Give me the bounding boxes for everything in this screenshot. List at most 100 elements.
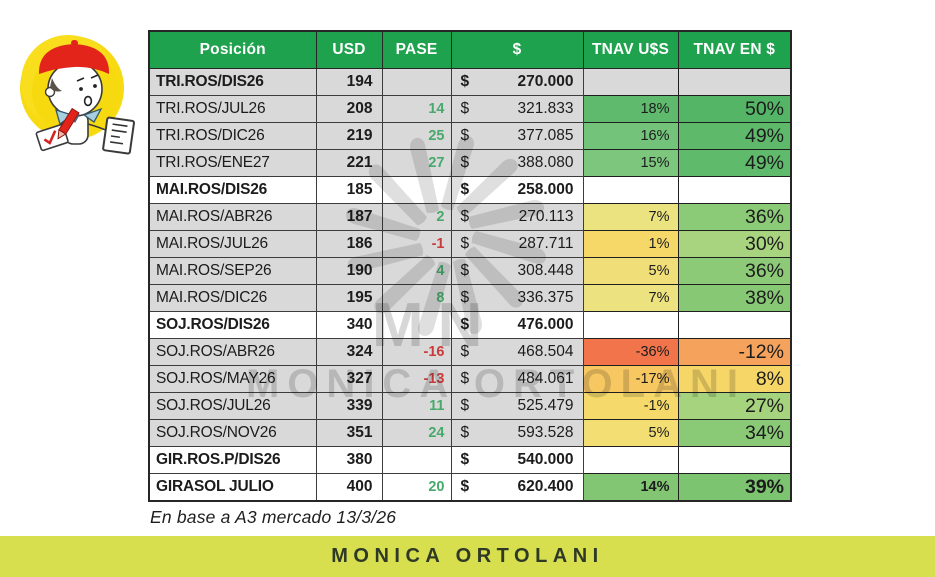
tnav-usd-cell: [582, 311, 679, 339]
tnav-ars-cell: 49%: [677, 122, 792, 150]
brand-footer: MONICA ORTOLANI: [0, 536, 935, 577]
tnav-usd-cell: [582, 176, 679, 204]
pase-cell: [381, 446, 452, 474]
mascot-hair: [50, 78, 62, 92]
mascot-eye: [79, 87, 83, 91]
usd-price-cell: 221: [315, 149, 383, 177]
pesos-value: 484.061: [517, 370, 574, 387]
tnav-ars-cell: 38%: [677, 284, 792, 312]
pase-cell: -13: [381, 365, 452, 393]
tnav-ars-cell: 49%: [677, 149, 792, 177]
pesos-value: 321.833: [517, 100, 574, 117]
pase-cell: 20: [381, 473, 452, 502]
tnav-ars-cell: 39%: [677, 473, 792, 502]
usd-price-cell: 400: [315, 473, 383, 502]
position-cell: SOJ.ROS/JUL26: [148, 392, 317, 420]
pase-cell: 8: [381, 284, 452, 312]
tnav-usd-cell: 18%: [582, 95, 679, 123]
currency-symbol: $: [460, 208, 470, 225]
usd-price-cell: 327: [315, 365, 383, 393]
pesos-value: 270.000: [517, 73, 574, 90]
pase-cell: -1: [381, 230, 452, 258]
usd-price-cell: 380: [315, 446, 383, 474]
currency-symbol: $: [460, 316, 470, 333]
pase-cell: 11: [381, 392, 452, 420]
table-body: TRI.ROS/DIS26 194 $270.000 TRI.ROS/JUL26 208…: [148, 68, 792, 502]
notepad-icon: [102, 116, 135, 155]
pase-cell: 2: [381, 203, 452, 231]
mascot-cartoon-logo: [20, 35, 135, 155]
table-row: SOJ.ROS/NOV26 351 24 $593.528 5% 34%: [148, 419, 792, 447]
currency-symbol: $: [460, 154, 470, 171]
usd-price-cell: 187: [315, 203, 383, 231]
pesos-value: 308.448: [517, 262, 574, 279]
usd-price-cell: 186: [315, 230, 383, 258]
usd-price-cell: 340: [315, 311, 383, 339]
position-cell: MAI.ROS/DIS26: [148, 176, 317, 204]
usd-price-cell: 190: [315, 257, 383, 285]
pesos-price-cell: $468.504: [450, 338, 584, 366]
tnav-ars-cell: 50%: [677, 95, 792, 123]
pesos-value: 258.000: [517, 181, 574, 198]
currency-symbol: $: [460, 235, 470, 252]
currency-symbol: $: [460, 478, 470, 495]
tnav-usd-cell: [582, 68, 679, 96]
currency-symbol: $: [460, 424, 470, 441]
pase-cell: 24: [381, 419, 452, 447]
usd-price-cell: 351: [315, 419, 383, 447]
tnav-ars-cell: [677, 176, 792, 204]
pesos-price-cell: $270.113: [450, 203, 584, 231]
position-cell: MAI.ROS/JUL26: [148, 230, 317, 258]
table-row: GIRASOL JULIO 400 20 $620.400 14% 39%: [148, 473, 792, 502]
tnav-ars-cell: [677, 311, 792, 339]
usd-price-cell: 324: [315, 338, 383, 366]
col-header-pesos: $: [450, 30, 584, 69]
currency-symbol: $: [460, 127, 470, 144]
pesos-price-cell: $620.400: [450, 473, 584, 502]
col-header-tnav-ars: TNAV EN $: [677, 30, 792, 69]
currency-symbol: $: [460, 397, 470, 414]
currency-symbol: $: [460, 262, 470, 279]
pesos-price-cell: $336.375: [450, 284, 584, 312]
position-cell: MAI.ROS/ABR26: [148, 203, 317, 231]
pesos-price-cell: $476.000: [450, 311, 584, 339]
pase-cell: 14: [381, 95, 452, 123]
table-row: TRI.ROS/DIC26 219 25 $377.085 16% 49%: [148, 122, 792, 150]
table-row: TRI.ROS/JUL26 208 14 $321.833 18% 50%: [148, 95, 792, 123]
currency-symbol: $: [460, 100, 470, 117]
pesos-price-cell: $377.085: [450, 122, 584, 150]
pesos-value: 620.400: [517, 478, 574, 495]
tnav-ars-cell: -12%: [677, 338, 792, 366]
table-row: SOJ.ROS/DIS26 340 $476.000: [148, 311, 792, 339]
tnav-usd-cell: 15%: [582, 149, 679, 177]
position-cell: SOJ.ROS/DIS26: [148, 311, 317, 339]
currency-symbol: $: [460, 451, 470, 468]
pesos-price-cell: $388.080: [450, 149, 584, 177]
mascot-eye: [93, 84, 97, 88]
pase-cell: [381, 311, 452, 339]
tnav-usd-cell: 14%: [582, 473, 679, 502]
position-cell: TRI.ROS/ENE27: [148, 149, 317, 177]
col-header-pase: PASE: [381, 30, 452, 69]
pesos-value: 525.479: [517, 397, 574, 414]
tnav-ars-cell: 27%: [677, 392, 792, 420]
table-row: MAI.ROS/JUL26 186 -1 $287.711 1% 30%: [148, 230, 792, 258]
pesos-value: 468.504: [517, 343, 574, 360]
position-cell: SOJ.ROS/MAY26: [148, 365, 317, 393]
tnav-ars-cell: [677, 68, 792, 96]
table-row: MAI.ROS/DIC26 195 8 $336.375 7% 38%: [148, 284, 792, 312]
pesos-value: 336.375: [517, 289, 574, 306]
position-cell: MAI.ROS/DIC26: [148, 284, 317, 312]
pesos-value: 270.113: [518, 208, 574, 225]
table-row: SOJ.ROS/ABR26 324 -16 $468.504 -36% -12%: [148, 338, 792, 366]
pase-cell: -16: [381, 338, 452, 366]
position-cell: SOJ.ROS/NOV26: [148, 419, 317, 447]
red-pencil-icon: [57, 107, 80, 140]
tnav-usd-cell: -1%: [582, 392, 679, 420]
currency-symbol: $: [460, 370, 470, 387]
pesos-price-cell: $525.479: [450, 392, 584, 420]
futures-table: Posición USD PASE $ TNAV U$S TNAV EN $ T…: [148, 30, 792, 502]
table-row: MAI.ROS/ABR26 187 2 $270.113 7% 36%: [148, 203, 792, 231]
tnav-usd-cell: -17%: [582, 365, 679, 393]
pesos-price-cell: $321.833: [450, 95, 584, 123]
